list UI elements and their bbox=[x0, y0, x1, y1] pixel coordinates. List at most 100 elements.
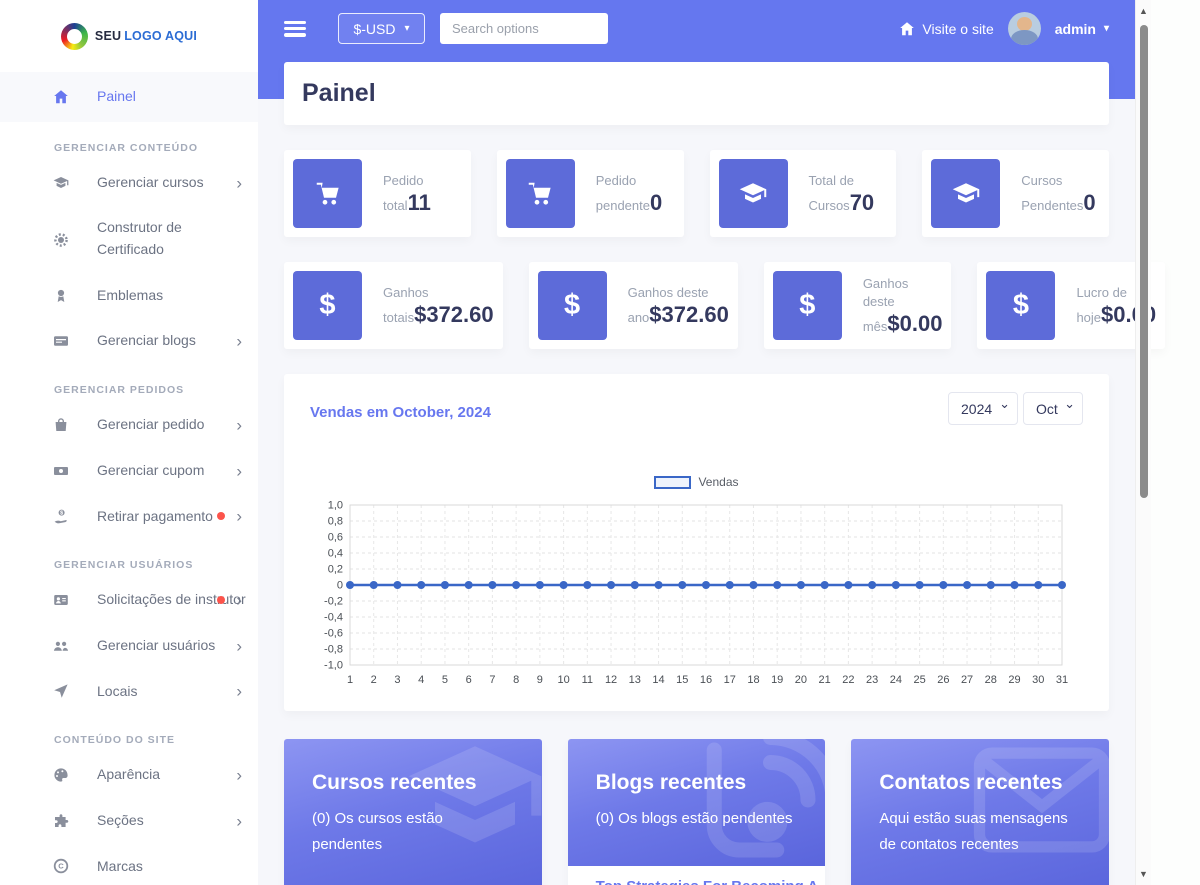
currency-dropdown[interactable]: $-USD ▾ bbox=[338, 13, 425, 44]
stat-label: Ganhos totais bbox=[383, 284, 429, 325]
sidebar-item-label: Marcas bbox=[97, 857, 143, 874]
brand-name-dark: SEU bbox=[94, 29, 122, 43]
sidebar-section-header: GERENCIAR CONTEÚDO bbox=[54, 141, 199, 154]
sidebar-section-header: GERENCIAR USUÁRIOS bbox=[54, 559, 194, 572]
svg-text:0,4: 0,4 bbox=[328, 548, 343, 560]
stat-card-pedido-pendente[interactable]: Pedido pendente0 bbox=[496, 150, 684, 237]
page-scrollbar[interactable]: ▲ ▼ bbox=[1135, 0, 1151, 885]
graduation-cap-icon bbox=[52, 174, 69, 191]
svg-text:-1,0: -1,0 bbox=[324, 660, 343, 672]
stat-label: Pedido total bbox=[383, 172, 424, 213]
recent-blogs-panel: Blogs recentes (0) Os blogs estão penden… bbox=[567, 739, 826, 885]
user-avatar[interactable] bbox=[1007, 12, 1041, 45]
sidebar-item-label: Gerenciar cupom bbox=[97, 461, 205, 478]
certificate-seal-icon bbox=[52, 231, 69, 248]
sidebar-item-solicitacoes-instrutor[interactable]: Solicitações de instrutor › bbox=[0, 577, 258, 623]
search-input[interactable] bbox=[440, 13, 608, 44]
legend-label: Vendas bbox=[698, 475, 739, 489]
scrollbar-up-arrow[interactable]: ▲ bbox=[1139, 6, 1148, 16]
sidebar: SEU LOGO AQUI Painel GERENCIAR CONTEÚDO G… bbox=[0, 0, 258, 885]
chevron-right-icon: › bbox=[236, 506, 242, 526]
right-margin bbox=[1151, 0, 1200, 885]
stat-value: 0 bbox=[649, 189, 663, 215]
blog-watermark-icon bbox=[673, 739, 826, 866]
home-icon bbox=[52, 88, 69, 105]
stat-card-total-cursos[interactable]: Total de Cursos70 bbox=[709, 150, 897, 237]
sidebar-item-label: Locais bbox=[97, 682, 138, 699]
cart-icon bbox=[505, 159, 575, 228]
chevron-right-icon: › bbox=[236, 811, 242, 831]
scrollbar-down-arrow[interactable]: ▼ bbox=[1139, 869, 1148, 879]
graduation-cap-icon bbox=[718, 159, 788, 228]
svg-text:14: 14 bbox=[652, 674, 664, 686]
sidebar-item-locais[interactable]: Locais › bbox=[0, 669, 258, 715]
svg-text:31: 31 bbox=[1056, 674, 1068, 686]
sidebar-item-gerenciar-cupom[interactable]: Gerenciar cupom › bbox=[0, 448, 258, 494]
panel-title: Cursos recentes bbox=[312, 771, 477, 794]
svg-text:17: 17 bbox=[724, 674, 736, 686]
dollar-icon: $ bbox=[537, 271, 607, 340]
sidebar-item-emblemas[interactable]: Emblemas bbox=[0, 273, 258, 319]
stat-card-pedido-total[interactable]: Pedido total11 bbox=[284, 150, 471, 237]
dollar-icon: $ bbox=[986, 271, 1056, 340]
svg-text:24: 24 bbox=[890, 674, 902, 686]
sidebar-item-label: Aparência bbox=[97, 766, 161, 783]
stat-card-ganhos-totais[interactable]: $ Ganhos totais$372.60 bbox=[284, 262, 503, 349]
sidebar-item-gerenciar-pedido[interactable]: Gerenciar pedido › bbox=[0, 402, 258, 448]
stat-card-ganhos-deste-mes[interactable]: $ Ganhos deste mês$0.00 bbox=[763, 262, 952, 349]
hamburger-menu-button[interactable] bbox=[284, 20, 306, 37]
sidebar-section-header: CONTEÚDO DO SITE bbox=[54, 734, 176, 747]
sidebar-item-gerenciar-usuarios[interactable]: Gerenciar usuários › bbox=[0, 623, 258, 669]
sidebar-item-retirar-pagamento[interactable]: $ Retirar pagamento › bbox=[0, 494, 258, 540]
svg-text:2: 2 bbox=[371, 674, 377, 686]
svg-text:6: 6 bbox=[466, 674, 472, 686]
svg-text:0,6: 0,6 bbox=[328, 532, 343, 544]
chart-title: Vendas em October, 2024 bbox=[310, 404, 491, 421]
sidebar-item-gerenciar-cursos[interactable]: Gerenciar cursos › bbox=[0, 160, 258, 206]
stat-value: $372.60 bbox=[414, 301, 494, 327]
chevron-right-icon: › bbox=[236, 173, 242, 193]
sidebar-item-aparencia[interactable]: Aparência › bbox=[0, 752, 258, 798]
chevron-right-icon: › bbox=[236, 636, 242, 656]
sidebar-item-construtor-certificado[interactable]: Construtor de Certificado bbox=[0, 205, 258, 272]
svg-text:22: 22 bbox=[842, 674, 854, 686]
sales-line-chart: 1,00,80,60,40,20-0,2-0,4-0,6-0,8-1,01 2 3 4… bbox=[324, 500, 1068, 686]
sidebar-item-label: Gerenciar usuários bbox=[97, 636, 216, 653]
alert-dot bbox=[217, 512, 225, 521]
brand-logo[interactable]: SEU LOGO AQUI bbox=[0, 0, 258, 72]
stat-value: 0 bbox=[1083, 189, 1096, 215]
sidebar-item-painel[interactable]: Painel bbox=[0, 72, 258, 122]
stat-card-ganhos-deste-ano[interactable]: $ Ganhos deste ano$372.60 bbox=[528, 262, 738, 349]
stat-label: Total de Cursos bbox=[808, 172, 855, 213]
sidebar-item-label: Retirar pagamento bbox=[97, 507, 213, 524]
visit-site-link[interactable]: Visite o site bbox=[899, 21, 994, 37]
svg-text:11: 11 bbox=[582, 674, 593, 686]
sidebar-item-secoes[interactable]: Seções › bbox=[0, 798, 258, 844]
dollar-icon: $ bbox=[772, 271, 842, 340]
chevron-right-icon: › bbox=[236, 681, 242, 701]
recent-blog-link[interactable]: Top Strategies For Becoming A bbox=[568, 866, 826, 885]
svg-text:C: C bbox=[58, 862, 64, 871]
panel-text: (0) Os blogs estão pendentes bbox=[595, 810, 793, 827]
sidebar-item-gerenciar-blogs[interactable]: Gerenciar blogs › bbox=[0, 318, 258, 364]
stat-card-lucro-de-hoje[interactable]: $ Lucro de hoje$0.00 bbox=[977, 262, 1166, 349]
stat-label: Lucro de hoje bbox=[1076, 284, 1128, 325]
svg-text:29: 29 bbox=[1008, 674, 1020, 686]
month-select[interactable]: Oct bbox=[1023, 392, 1083, 425]
svg-text:19: 19 bbox=[771, 674, 783, 686]
sidebar-item-label: Emblemas bbox=[97, 286, 164, 303]
brand-logo-text: SEU LOGO AQUI bbox=[95, 29, 197, 43]
svg-text:20: 20 bbox=[795, 674, 807, 686]
svg-text:$: $ bbox=[60, 511, 63, 517]
stat-card-cursos-pendentes[interactable]: Cursos Pendentes0 bbox=[922, 150, 1109, 237]
svg-text:4: 4 bbox=[418, 674, 424, 686]
svg-text:5: 5 bbox=[442, 674, 448, 686]
scrollbar-thumb[interactable] bbox=[1139, 25, 1148, 498]
user-menu[interactable]: admin ▾ bbox=[1055, 21, 1109, 37]
svg-text:1: 1 bbox=[347, 674, 353, 686]
sidebar-item-marcas[interactable]: C Marcas bbox=[0, 844, 258, 885]
svg-text:1,0: 1,0 bbox=[328, 500, 343, 512]
year-select[interactable]: 2024 bbox=[948, 392, 1018, 425]
stats-row-2: $ Ganhos totais$372.60 $ Ganhos deste an… bbox=[284, 262, 1166, 349]
